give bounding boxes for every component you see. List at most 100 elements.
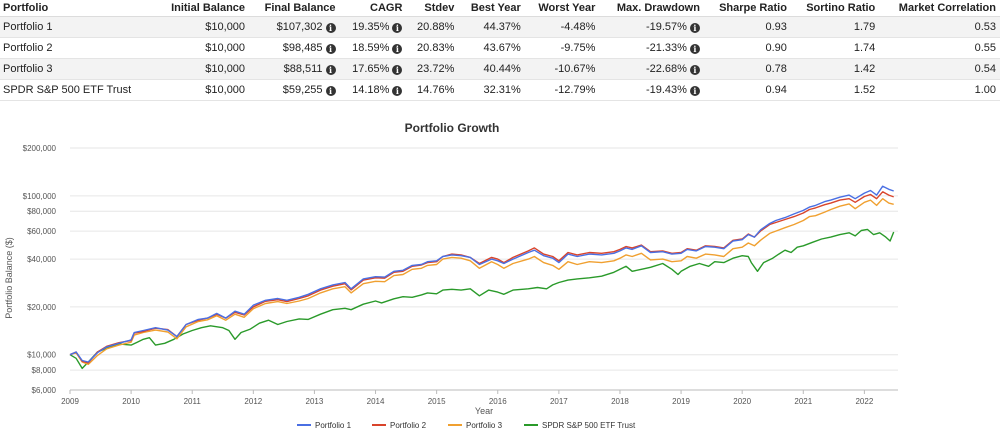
table-cell: 18.59% i: [339, 37, 407, 59]
table-cell: 40.44%: [458, 58, 525, 80]
legend-item[interactable]: Portfolio 3: [448, 421, 503, 430]
cell-value: 1.79: [853, 21, 876, 33]
y-tick-label: $8,000: [32, 366, 57, 375]
table-cell: 23.72%: [406, 58, 459, 80]
table-cell: SPDR S&P 500 ETF Trust: [0, 79, 156, 101]
table-cell: 0.90: [703, 37, 791, 59]
x-tick-label: 2015: [428, 397, 446, 406]
cell-value: -19.43%: [645, 84, 687, 96]
info-circle-icon[interactable]: i: [392, 65, 403, 75]
x-tick-label: 2012: [244, 397, 262, 406]
y-tick-label: $20,000: [27, 303, 56, 312]
series-line-2[interactable]: [69, 191, 894, 364]
table-cell: 0.53: [879, 16, 1000, 38]
cell-value: 14.76%: [417, 84, 455, 96]
column-header[interactable]: Sortino Ratio: [790, 0, 880, 17]
table-cell: 0.78: [703, 58, 791, 80]
series-line-3[interactable]: [69, 198, 894, 366]
table-cell: 1.74: [790, 37, 880, 59]
column-header[interactable]: Stdev: [406, 0, 459, 17]
column-header[interactable]: Max. Drawdown: [599, 0, 704, 17]
cell-value: $107,302: [276, 21, 323, 33]
x-tick-label: 2011: [184, 397, 202, 406]
series-line-1[interactable]: [69, 185, 894, 363]
table-cell: -10.67%: [524, 58, 600, 80]
table-cell: 1.00: [879, 79, 1000, 101]
y-tick-label: $80,000: [27, 207, 56, 216]
y-tick-label: $60,000: [27, 227, 56, 236]
table-cell: 19.35% i: [339, 16, 407, 38]
table-cell: -19.43% i: [599, 79, 704, 101]
portfolio-growth-chart: Portfolio Growth $6,000 $8,000 $10,000 $20,…: [0, 110, 1000, 438]
info-circle-icon[interactable]: i: [689, 65, 700, 75]
cell-value: -21.33%: [645, 42, 687, 54]
cell-value: 1.52: [853, 84, 876, 96]
x-tick-label: 2010: [122, 397, 140, 406]
series-line-4[interactable]: [69, 228, 895, 370]
x-tick-label: 2019: [672, 397, 690, 406]
table-cell: $10,000: [155, 79, 250, 101]
y-tick-label: $6,000: [32, 386, 57, 395]
cell-value: 0.54: [974, 63, 996, 75]
table-cell: 14.76%: [406, 79, 459, 101]
cell-value: $10,000: [205, 21, 246, 33]
column-header[interactable]: Sharpe Ratio: [703, 0, 791, 17]
column-header[interactable]: Worst Year: [524, 0, 600, 17]
cell-value: SPDR S&P 500 ETF Trust: [3, 84, 132, 96]
info-circle-icon[interactable]: i: [325, 23, 336, 33]
legend-item[interactable]: SPDR S&P 500 ETF Trust: [524, 421, 636, 430]
cell-value: -19.57%: [645, 21, 687, 33]
column-header[interactable]: CAGR: [339, 0, 407, 17]
table-cell: 20.83%: [406, 37, 459, 59]
info-circle-icon[interactable]: i: [392, 23, 403, 33]
table-row: Portfolio 3 $10,000 $88,511 i 17.65% i 23.72% 4…: [0, 58, 1000, 80]
cell-value: 40.44%: [483, 63, 521, 75]
table-cell: 44.37%: [458, 16, 525, 38]
x-tick-label: 2016: [489, 397, 507, 406]
cell-value: 0.78: [765, 63, 787, 75]
table-row: Portfolio 2 $10,000 $98,485 i 18.59% i 20.83% 4…: [0, 37, 1000, 59]
info-circle-icon[interactable]: i: [392, 86, 403, 96]
legend-item[interactable]: Portfolio 1: [297, 421, 352, 430]
table-cell: $10,000: [155, 37, 250, 59]
table-cell: 0.55: [879, 37, 1000, 59]
table-cell: 43.67%: [458, 37, 525, 59]
cell-value: 20.83%: [417, 42, 455, 54]
info-circle-icon[interactable]: i: [325, 44, 336, 54]
chart-grid: [70, 147, 898, 391]
cell-value: -4.48%: [560, 21, 596, 33]
table-header-row: Portfolio Initial Balance Final Balance CAG…: [0, 0, 1000, 17]
table-cell: -9.75%: [524, 37, 600, 59]
cell-value: 23.72%: [417, 63, 455, 75]
info-circle-icon[interactable]: i: [689, 23, 700, 33]
legend-label: Portfolio 3: [466, 421, 503, 430]
chart-legend: Portfolio 1 Portfolio 2 Portfolio 3 SPDR S&…: [297, 421, 636, 430]
legend-item[interactable]: Portfolio 2: [372, 421, 427, 430]
x-tick-label: 2018: [611, 397, 629, 406]
table-cell: 1.79: [790, 16, 880, 38]
cell-value: 1.00: [974, 84, 996, 96]
cell-value: -12.79%: [554, 84, 596, 96]
y-tick-label: $10,000: [27, 351, 56, 360]
info-circle-icon[interactable]: i: [325, 86, 336, 96]
info-circle-icon[interactable]: i: [689, 86, 700, 96]
table-cell: 1.52: [790, 79, 880, 101]
column-header[interactable]: Best Year: [458, 0, 525, 17]
info-circle-icon[interactable]: i: [392, 44, 403, 54]
column-header[interactable]: Final Balance: [249, 0, 340, 17]
column-header[interactable]: Initial Balance: [155, 0, 250, 17]
table-cell: 0.93: [703, 16, 791, 38]
cell-value: 18.59%: [352, 42, 390, 54]
table-cell: $59,255 i: [249, 79, 340, 101]
table-cell: Portfolio 1: [0, 16, 156, 38]
info-circle-icon[interactable]: i: [325, 65, 336, 75]
chart-series-lines: [69, 185, 895, 370]
info-circle-icon[interactable]: i: [689, 44, 700, 54]
cell-value: 44.37%: [483, 21, 521, 33]
table-cell: $88,511 i: [249, 58, 340, 80]
table-cell: Portfolio 2: [0, 37, 156, 59]
column-header[interactable]: Portfolio: [0, 0, 156, 17]
column-header[interactable]: Market Correlation: [879, 0, 1000, 17]
table-row: SPDR S&P 500 ETF Trust $10,000 $59,255 i 14.…: [0, 79, 1000, 101]
table-cell: 32.31%: [458, 79, 525, 101]
